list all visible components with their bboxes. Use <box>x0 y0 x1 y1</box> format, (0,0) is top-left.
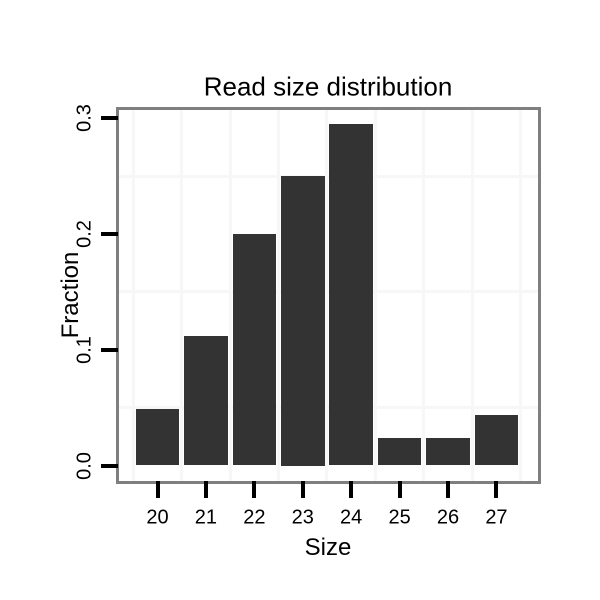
h-minor-gridline <box>119 290 538 294</box>
x-tick-mark <box>203 481 208 498</box>
x-tick-label: 21 <box>194 506 218 529</box>
v-minor-gridline <box>373 110 377 481</box>
x-tick-label: 22 <box>243 506 266 529</box>
v-minor-gridline <box>470 110 474 481</box>
y-tick-label: 0.1 <box>73 335 96 364</box>
y-tick-mark <box>101 232 118 237</box>
y-tick-mark <box>101 116 118 121</box>
x-tick-mark <box>446 481 451 498</box>
x-tick-label: 23 <box>291 506 314 529</box>
chart-title: Read size distribution <box>203 71 453 102</box>
bar <box>474 414 519 466</box>
x-tick-label: 20 <box>146 506 169 529</box>
x-tick-label: 25 <box>388 506 411 529</box>
x-tick-mark <box>300 481 305 498</box>
x-tick-label: 24 <box>340 506 363 529</box>
v-minor-gridline <box>325 110 329 481</box>
bar <box>426 437 470 466</box>
x-tick-mark <box>494 481 499 498</box>
v-minor-gridline <box>422 110 426 481</box>
x-axis-title: Size <box>304 534 352 561</box>
bar <box>377 437 422 466</box>
bar <box>329 124 373 466</box>
bar <box>184 335 228 466</box>
x-tick-mark <box>252 481 257 498</box>
x-tick-mark <box>155 481 160 498</box>
v-minor-gridline <box>277 110 281 481</box>
x-tick-label: 27 <box>485 506 508 529</box>
x-tick-mark <box>349 481 354 498</box>
y-tick-mark <box>101 347 118 352</box>
bar <box>280 176 325 466</box>
v-minor-gridline <box>228 110 232 481</box>
y-tick-mark <box>101 463 118 468</box>
x-tick-label: 26 <box>436 506 460 529</box>
bar <box>232 234 277 466</box>
bar <box>135 408 180 466</box>
x-tick-mark <box>397 481 402 498</box>
y-axis-title: Fraction <box>57 251 84 339</box>
y-tick-label: 0.2 <box>73 220 96 248</box>
h-minor-gridline <box>119 406 538 410</box>
y-tick-label: 0.0 <box>73 451 96 480</box>
h-minor-gridline <box>119 174 538 178</box>
v-minor-gridline <box>180 110 184 481</box>
v-minor-gridline <box>519 110 523 481</box>
y-tick-label: 0.3 <box>73 104 96 133</box>
v-minor-gridline <box>131 110 135 481</box>
